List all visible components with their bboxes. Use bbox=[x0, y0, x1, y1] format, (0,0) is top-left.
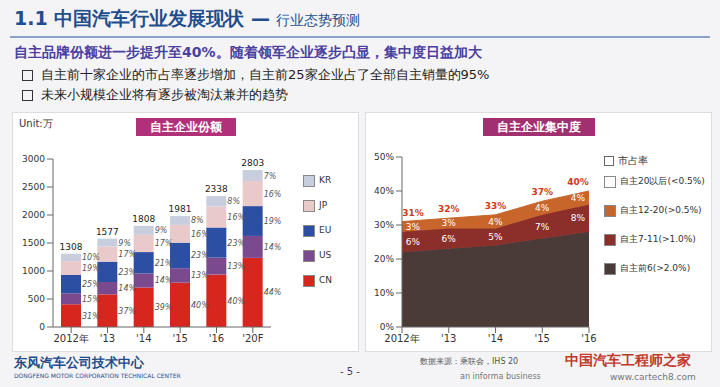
svg-text:7%: 7% bbox=[264, 172, 277, 181]
svg-text:4%: 4% bbox=[571, 193, 586, 203]
svg-text:1500: 1500 bbox=[22, 238, 45, 248]
svg-text:'14: '14 bbox=[136, 333, 151, 344]
svg-text:31%: 31% bbox=[402, 208, 424, 218]
svg-text:37%: 37% bbox=[531, 187, 553, 197]
svg-text:'14: '14 bbox=[488, 333, 503, 344]
svg-text:4%: 4% bbox=[535, 203, 550, 213]
svg-text:2000: 2000 bbox=[22, 210, 45, 220]
html-text:www.cartech8.com: www.cartech8.com bbox=[610, 372, 696, 382]
svg-text:14%: 14% bbox=[155, 276, 173, 285]
html-text:自主前十家企业的市占率逐步增加，自主前25家企业占了全部自主: 自主前十家企业的市占率逐步增加，自主前25家企业占了全部自主销量的95% bbox=[41, 67, 490, 82]
svg-text:2500: 2500 bbox=[22, 182, 45, 192]
svg-text:2338: 2338 bbox=[205, 184, 228, 194]
svg-text:25%: 25% bbox=[82, 280, 100, 289]
html-text:自主企业份额: 自主企业份额 bbox=[149, 120, 222, 134]
svg-text:23%: 23% bbox=[227, 239, 245, 248]
svg-text:0: 0 bbox=[39, 322, 45, 332]
svg-text:1308: 1308 bbox=[60, 242, 83, 252]
svg-text:6%: 6% bbox=[442, 234, 457, 244]
svg-text:31%: 31% bbox=[82, 312, 100, 321]
html-text:自主前6(>2.0%): 自主前6(>2.0%) bbox=[620, 263, 691, 273]
svg-text:'15: '15 bbox=[535, 333, 550, 344]
html-text:自主12-20(>0.5%): 自主12-20(>0.5%) bbox=[620, 205, 702, 215]
svg-text:50%: 50% bbox=[374, 152, 394, 162]
svg-text:19%: 19% bbox=[264, 217, 282, 226]
svg-text:37%: 37% bbox=[118, 307, 136, 316]
html-text:CN: CN bbox=[319, 275, 332, 285]
svg-text:3%: 3% bbox=[406, 222, 421, 232]
svg-text:9%: 9% bbox=[118, 239, 131, 248]
html-text:JP: JP bbox=[319, 200, 328, 210]
svg-text:'15: '15 bbox=[172, 333, 187, 344]
svg-text:'16: '16 bbox=[581, 333, 596, 344]
html-text:市占率: 市占率 bbox=[618, 155, 648, 166]
svg-text:0%: 0% bbox=[380, 322, 395, 332]
svg-text:44%: 44% bbox=[264, 288, 282, 297]
svg-text:8%: 8% bbox=[227, 197, 240, 206]
svg-text:7%: 7% bbox=[535, 222, 550, 232]
svg-text:2012年: 2012年 bbox=[384, 333, 419, 344]
html-text:- 5 -: - 5 - bbox=[340, 366, 360, 377]
svg-text:23%: 23% bbox=[118, 268, 136, 277]
svg-text:19%: 19% bbox=[82, 264, 100, 273]
svg-text:'16: '16 bbox=[209, 333, 224, 344]
svg-text:1808: 1808 bbox=[132, 214, 155, 224]
html-text:EU: EU bbox=[319, 225, 332, 235]
svg-text:40%: 40% bbox=[191, 301, 209, 310]
svg-text:32%: 32% bbox=[438, 204, 460, 214]
svg-text:4%: 4% bbox=[488, 217, 503, 227]
svg-text:3000: 3000 bbox=[22, 154, 45, 164]
html-text:1.1 中国汽车行业发展现状 — 行业态势预测: 1.1 中国汽车行业发展现状 — 行业态势预测 bbox=[14, 7, 360, 29]
svg-text:'20F: '20F bbox=[242, 333, 263, 344]
svg-text:10%: 10% bbox=[82, 253, 100, 262]
html-text:未来小规模企业将有逐步被淘汰兼并的趋势: 未来小规模企业将有逐步被淘汰兼并的趋势 bbox=[41, 87, 288, 102]
svg-text:40%: 40% bbox=[374, 186, 394, 196]
html-text:自主7-11(>1.0%): 自主7-11(>1.0%) bbox=[620, 234, 696, 244]
svg-text:'13: '13 bbox=[441, 333, 456, 344]
html-text:自主20以后(<0.5%): 自主20以后(<0.5%) bbox=[620, 176, 705, 186]
html-text:东风汽车公司技术中心: 东风汽车公司技术中心 bbox=[14, 355, 144, 370]
svg-text:13%: 13% bbox=[227, 262, 245, 271]
svg-text:2012年: 2012年 bbox=[53, 333, 88, 344]
svg-text:14%: 14% bbox=[264, 243, 282, 252]
html-text:Unit:万: Unit:万 bbox=[19, 118, 53, 129]
html-text:数据来源：乘联会，IHS 20: 数据来源：乘联会，IHS 20 bbox=[420, 357, 519, 366]
svg-text:40%: 40% bbox=[567, 177, 589, 187]
svg-text:17%: 17% bbox=[118, 250, 136, 259]
svg-text:8%: 8% bbox=[571, 213, 586, 223]
svg-text:1981: 1981 bbox=[169, 204, 192, 214]
svg-text:16%: 16% bbox=[264, 190, 282, 199]
svg-text:30%: 30% bbox=[374, 220, 394, 230]
svg-text:3%: 3% bbox=[442, 218, 457, 228]
svg-text:1000: 1000 bbox=[22, 266, 45, 276]
svg-text:40%: 40% bbox=[227, 297, 245, 306]
svg-text:16%: 16% bbox=[191, 230, 209, 239]
html-text:自主企业集中度: 自主企业集中度 bbox=[496, 120, 581, 134]
svg-text:20%: 20% bbox=[374, 254, 394, 264]
svg-text:6%: 6% bbox=[406, 237, 421, 247]
html-text:中国汽车工程师之家: 中国汽车工程师之家 bbox=[565, 352, 691, 368]
svg-text:39%: 39% bbox=[155, 303, 173, 312]
svg-text:33%: 33% bbox=[485, 201, 507, 211]
html-text:US: US bbox=[319, 250, 332, 260]
svg-text:10%: 10% bbox=[374, 288, 394, 298]
svg-text:1577: 1577 bbox=[96, 227, 119, 237]
html-text:an informa business: an informa business bbox=[460, 372, 541, 381]
html-text:DONGFENG MOTOR CORPORATION TEC: DONGFENG MOTOR CORPORATION TECHNICAL CEN… bbox=[14, 372, 181, 379]
svg-text:23%: 23% bbox=[191, 251, 209, 260]
svg-text:14%: 14% bbox=[118, 284, 136, 293]
svg-text:9%: 9% bbox=[155, 226, 168, 235]
html-text:自主品牌份额进一步提升至40%。随着领军企业逐步凸显，集中度: 自主品牌份额进一步提升至40%。随着领军企业逐步凸显，集中度日益加大 bbox=[14, 44, 482, 60]
svg-text:'13: '13 bbox=[100, 333, 115, 344]
svg-text:15%: 15% bbox=[82, 295, 100, 304]
svg-text:21%: 21% bbox=[155, 259, 173, 268]
svg-text:16%: 16% bbox=[227, 213, 245, 222]
svg-text:500: 500 bbox=[28, 294, 45, 304]
svg-text:5%: 5% bbox=[488, 232, 503, 242]
svg-text:2803: 2803 bbox=[241, 158, 264, 168]
svg-text:17%: 17% bbox=[155, 239, 173, 248]
svg-text:8%: 8% bbox=[191, 216, 204, 225]
html-text:KR: KR bbox=[319, 175, 332, 185]
svg-text:13%: 13% bbox=[191, 271, 209, 280]
